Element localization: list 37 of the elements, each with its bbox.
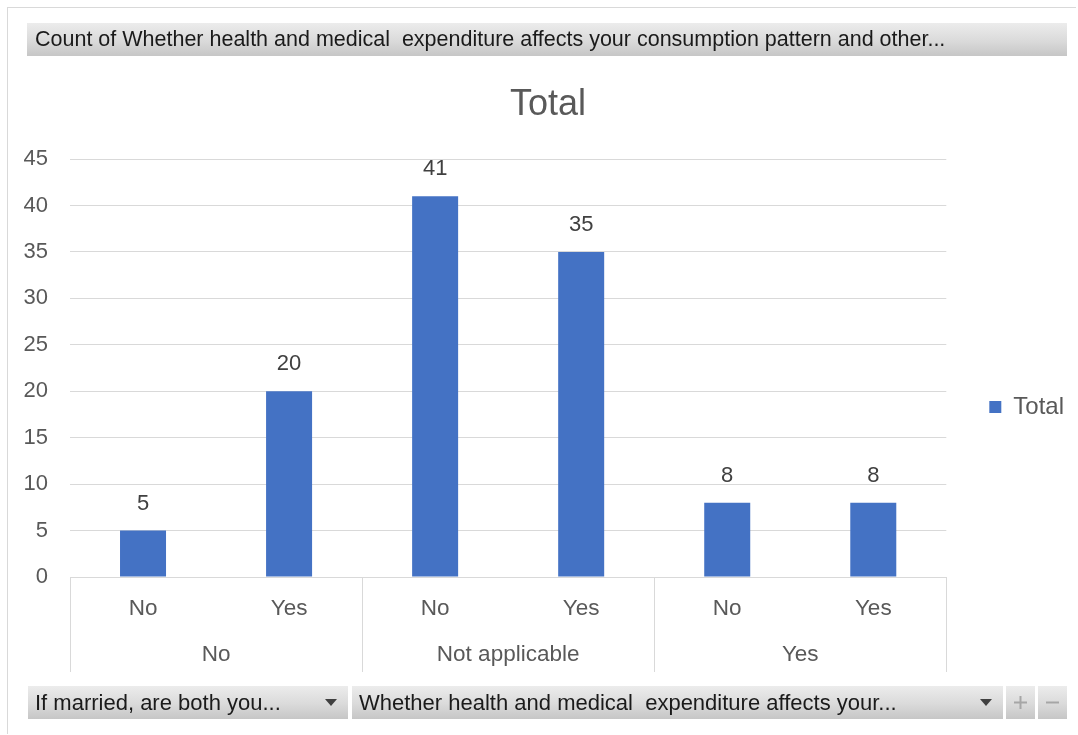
y-tick-label: 40	[23, 191, 48, 217]
y-tick-label: 20	[23, 377, 48, 403]
y-tick-label: 15	[23, 423, 48, 449]
data-label: 20	[276, 350, 302, 376]
chart-subtitle: Count of Whether health and medical expenditure affects your consumption pattern and other...	[35, 27, 946, 52]
y-tick-label: 45	[23, 145, 48, 171]
y-tick-label: 0	[35, 563, 48, 589]
x-tick-label: No	[128, 594, 158, 620]
y-tick-label: 25	[23, 330, 48, 356]
bar	[266, 391, 313, 577]
x-tick-label: No	[420, 594, 450, 620]
bar	[704, 502, 751, 577]
y-tick-label: 35	[23, 237, 48, 263]
y-tick-label: 30	[23, 284, 48, 310]
x-tick-label: Yes	[270, 594, 308, 620]
dropdown-button: Whether health and medical expenditure affects your...	[352, 686, 1003, 719]
data-label: 8	[721, 461, 734, 487]
y-tick-label: 5	[35, 516, 48, 542]
y-tick-label: 10	[23, 470, 48, 496]
bar	[412, 196, 459, 577]
data-label: 41	[422, 155, 448, 181]
x-tick-label: Yes	[562, 594, 600, 620]
text: No	[201, 641, 231, 667]
text: Yes	[781, 641, 819, 667]
data-label: 5	[136, 489, 150, 515]
bar	[850, 502, 897, 577]
legend-label: Total	[1013, 391, 1065, 419]
data-label: 8	[867, 461, 880, 487]
bar	[558, 251, 605, 577]
data-label: 35	[568, 210, 594, 236]
x-tick-label: No	[712, 594, 742, 620]
chart-title: Total	[509, 81, 587, 123]
text: Not applicable	[436, 641, 580, 667]
dropdown-button: If married, are both you...	[28, 686, 348, 719]
x-tick-label: Yes	[854, 594, 892, 620]
field-button: Count of Whether health and medical expenditure affects your consumption pattern and other...	[27, 23, 1067, 56]
bar	[120, 530, 167, 577]
